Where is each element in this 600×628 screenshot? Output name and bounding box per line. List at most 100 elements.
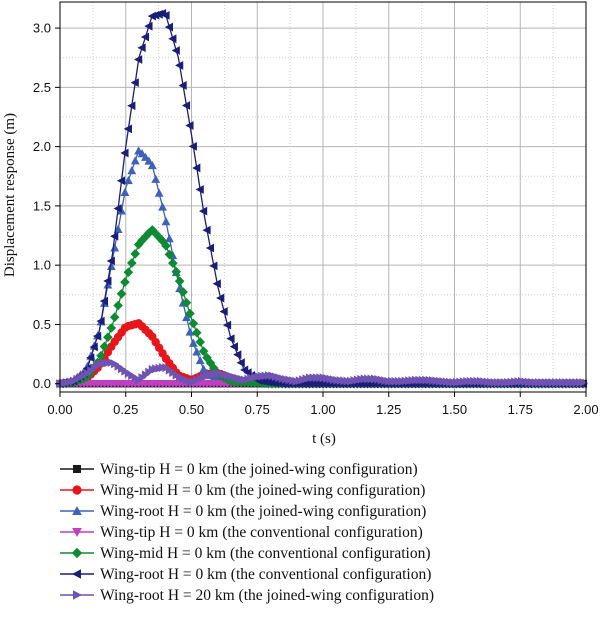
data-point (93, 331, 102, 341)
data-point (188, 141, 197, 151)
data-point (212, 279, 221, 289)
data-series (55, 8, 588, 389)
x-tick-label: 0.00 (47, 402, 72, 417)
legend-label: Wing-tip H = 0 km (the joined-wing confi… (100, 461, 418, 478)
legend-marker (73, 465, 81, 473)
data-point (144, 156, 154, 165)
data-point (209, 363, 219, 373)
data-point (144, 228, 154, 238)
y-tick-label: 2.0 (33, 139, 51, 154)
data-point (103, 332, 113, 343)
x-tick-label: 0.75 (245, 402, 270, 417)
data-point (109, 312, 120, 323)
legend-marker (72, 569, 81, 579)
x-tick-label: 1.50 (442, 402, 467, 417)
data-point (133, 239, 144, 250)
x-tick-label: 2.00 (573, 402, 598, 417)
legend-marker (72, 506, 82, 515)
data-point (185, 121, 194, 130)
data-point (110, 231, 119, 241)
legend-item: Wing-root H = 20 km (the joined-wing con… (60, 587, 434, 604)
data-point (178, 287, 188, 297)
data-point (116, 289, 127, 299)
y-tick-label: 0.5 (33, 317, 51, 332)
x-axis-label: t (s) (312, 431, 336, 447)
data-point (89, 342, 98, 352)
data-point (202, 225, 211, 235)
data-point (134, 55, 143, 64)
data-point (191, 327, 202, 338)
data-point (216, 293, 225, 303)
data-point (233, 350, 242, 360)
data-point (192, 347, 202, 356)
legend-item: Wing-root H = 0 km (the joined-wing conf… (60, 503, 426, 520)
data-point (185, 308, 195, 319)
data-point (188, 318, 199, 329)
data-point (205, 243, 215, 253)
data-point (126, 258, 137, 268)
data-point (130, 156, 140, 165)
axis-ticks: 0.00 0.25 0.50 0.75 1.00 1.25 1.50 1.75 2.00 0.0 0… (33, 21, 599, 417)
data-point (182, 312, 191, 322)
data-point (151, 174, 161, 183)
data-point (219, 307, 228, 316)
y-tick-label: 2.5 (33, 80, 51, 95)
legend-item: Wing-mid H = 0 km (the joined-wing confi… (60, 482, 425, 499)
data-point (86, 353, 95, 363)
data-point (222, 320, 232, 330)
data-point (113, 204, 122, 213)
legend-label: Wing-mid H = 0 km (the joined-wing confi… (100, 482, 425, 499)
legend: Wing-tip H = 0 km (the joined-wing confi… (60, 461, 434, 604)
legend-item: Wing-tip H = 0 km (the conventional conf… (60, 524, 423, 541)
data-point (202, 352, 212, 363)
data-point (123, 175, 133, 185)
y-tick-label: 3.0 (33, 21, 51, 36)
legend-marker (73, 590, 82, 600)
data-point (144, 21, 153, 31)
y-tick-label: 1.5 (33, 198, 51, 213)
data-point (226, 334, 235, 344)
data-point (199, 364, 208, 373)
data-point (140, 32, 150, 42)
data-point (147, 160, 157, 170)
data-point (150, 228, 161, 239)
data-point (195, 355, 205, 365)
data-point (188, 338, 198, 347)
x-tick-label: 0.25 (113, 402, 138, 417)
legend-marker (72, 485, 82, 495)
data-point (113, 300, 123, 311)
data-point (181, 297, 192, 308)
legend-label: Wing-root H = 0 km (the joined-wing conf… (100, 503, 426, 520)
data-point (106, 323, 117, 333)
data-point (137, 43, 146, 53)
data-point (96, 350, 106, 361)
data-point (147, 225, 158, 235)
legend-item: Wing-tip H = 0 km (the joined-wing confi… (60, 461, 418, 478)
data-point (236, 358, 245, 368)
legend-label: Wing-mid H = 0 km (the conventional conf… (100, 545, 431, 562)
data-point (165, 234, 174, 243)
y-tick-label: 0.0 (33, 376, 51, 391)
data-point (209, 261, 218, 271)
data-point (123, 267, 134, 278)
legend-label: Wing-tip H = 0 km (the conventional conf… (100, 524, 423, 541)
data-point (195, 337, 205, 347)
data-point (175, 61, 184, 70)
data-point (198, 346, 209, 357)
series-3 (55, 146, 588, 388)
data-point (260, 377, 269, 386)
data-point (110, 243, 120, 252)
data-point (178, 81, 187, 90)
data-point (106, 256, 115, 266)
data-point (96, 316, 105, 326)
data-point (185, 327, 195, 336)
data-point (164, 22, 174, 32)
x-tick-label: 1.25 (376, 402, 401, 417)
series-5 (55, 225, 588, 389)
data-point (181, 101, 191, 110)
data-point (120, 277, 130, 287)
data-point (120, 148, 129, 158)
data-point (168, 34, 177, 44)
data-point (130, 248, 141, 259)
data-point (99, 296, 109, 306)
